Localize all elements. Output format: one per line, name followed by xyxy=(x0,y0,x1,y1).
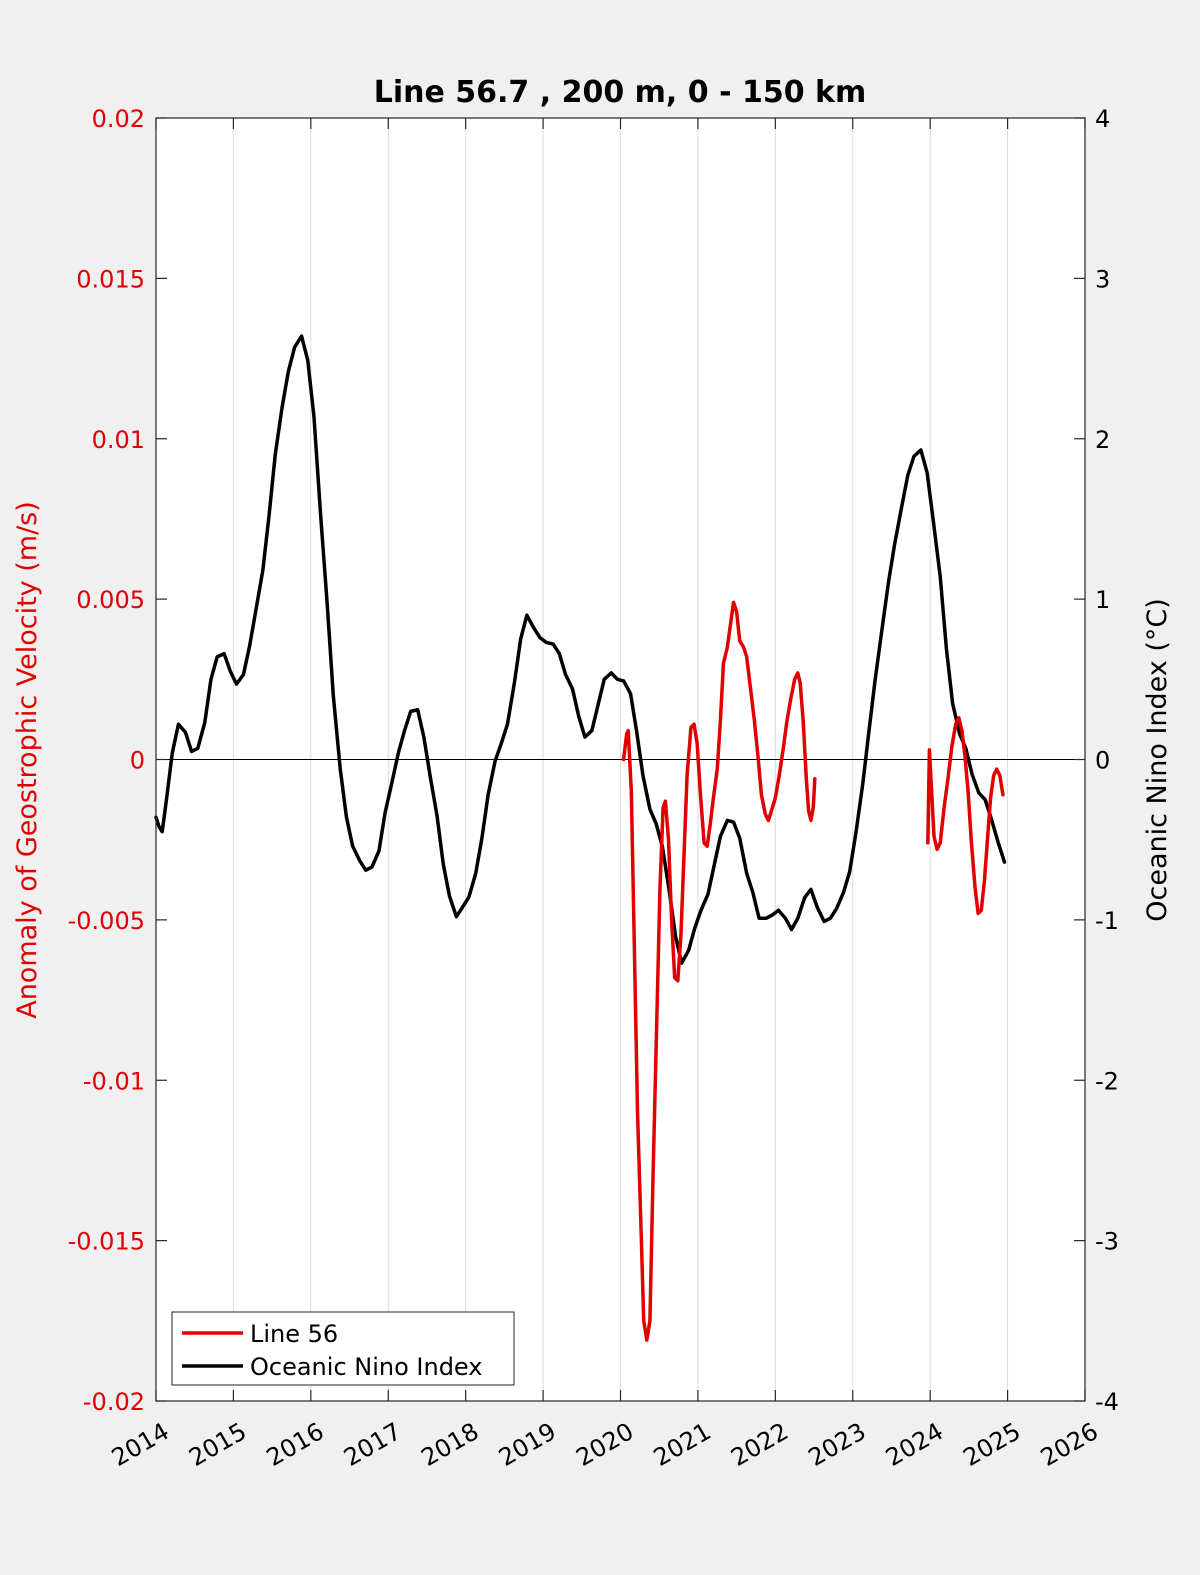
line56-series-line xyxy=(926,716,1005,916)
y-left-tick-label: -0.005 xyxy=(68,907,145,935)
x-tick-label: 2021 xyxy=(649,1417,716,1472)
tick-labels: 2014 2015 2016 2017 2018 2019 2020 2021 2022 2023… xyxy=(68,105,1119,1472)
y-right-tick-label: -4 xyxy=(1095,1388,1119,1416)
legend-label-line56: Line 56 xyxy=(250,1320,338,1348)
y-right-tick-label: 4 xyxy=(1095,105,1110,133)
y-right-tick-label: -3 xyxy=(1095,1228,1119,1256)
left-axis-label: Anomaly of Geostrophic Velocity (m/s) xyxy=(12,501,43,1019)
x-tick-label: 2020 xyxy=(571,1417,638,1472)
x-tick-label: 2019 xyxy=(494,1417,561,1472)
tick-marks xyxy=(155,117,1086,1402)
chart-title: Line 56.7 , 200 m, 0 - 150 km xyxy=(374,75,867,110)
x-tick-label: 2014 xyxy=(107,1417,174,1472)
series-group xyxy=(154,334,1007,1342)
y-right-tick-label: 1 xyxy=(1095,586,1110,614)
x-tick-label: 2025 xyxy=(958,1417,1025,1472)
y-right-tick-label: -1 xyxy=(1095,907,1119,935)
y-right-tick-label: 2 xyxy=(1095,426,1110,454)
y-left-tick-label: 0.01 xyxy=(92,426,145,454)
y-right-tick-label: -2 xyxy=(1095,1067,1119,1095)
y-left-tick-label: 0.015 xyxy=(76,265,145,293)
legend: Line 56 Oceanic Nino Index xyxy=(171,1311,515,1386)
y-left-tick-label: -0.015 xyxy=(68,1228,145,1256)
y-left-tick-label: 0.02 xyxy=(92,105,145,133)
x-tick-label: 2022 xyxy=(726,1417,793,1472)
x-tick-label: 2018 xyxy=(417,1417,484,1472)
x-tick-label: 2015 xyxy=(184,1417,251,1472)
legend-box xyxy=(171,1311,515,1386)
x-tick-label: 2016 xyxy=(262,1417,329,1472)
oni-series-line xyxy=(154,334,1007,965)
x-tick-label: 2023 xyxy=(804,1417,871,1472)
right-axis-label: Oceanic Nino Index (°C) xyxy=(1142,598,1173,922)
y-left-tick-label: 0 xyxy=(130,747,145,775)
y-right-tick-label: 0 xyxy=(1095,747,1110,775)
y-left-tick-label: -0.02 xyxy=(83,1388,145,1416)
y-right-tick-label: 3 xyxy=(1095,265,1110,293)
y-left-tick-label: -0.01 xyxy=(83,1067,145,1095)
legend-label-oni: Oceanic Nino Index xyxy=(250,1353,482,1381)
x-tick-label: 2017 xyxy=(339,1417,406,1472)
y-left-tick-label: 0.005 xyxy=(76,586,145,614)
x-tick-label: 2024 xyxy=(881,1417,948,1472)
x-tick-label: 2026 xyxy=(1036,1417,1103,1472)
line56-series-line xyxy=(621,600,817,1342)
